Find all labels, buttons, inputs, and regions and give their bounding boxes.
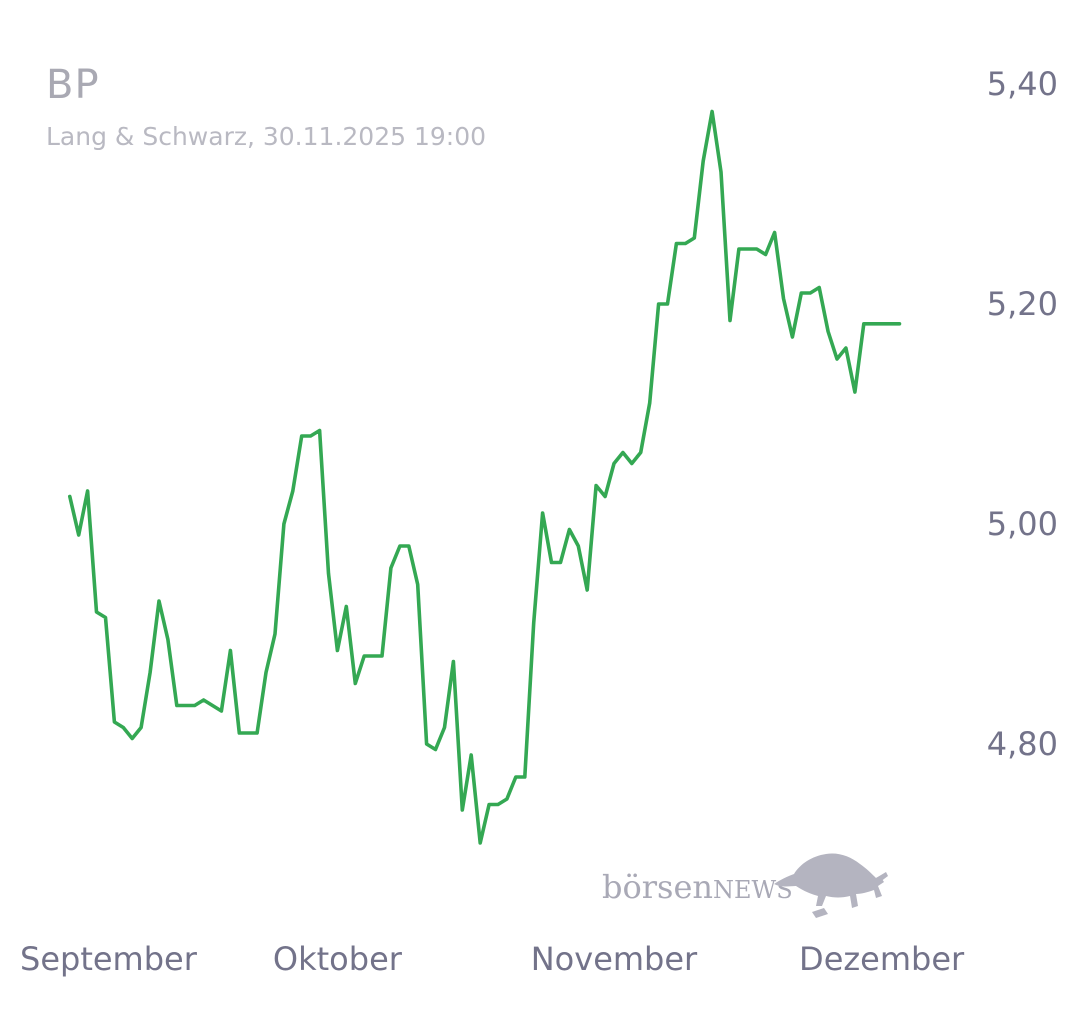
borsennews-watermark: börsenNEWS: [600, 850, 890, 920]
chart-title: BP: [46, 62, 100, 108]
x-tick-label: November: [530, 940, 698, 978]
chart-subtitle: Lang & Schwarz, 30.11.2025 19:00: [46, 122, 487, 151]
y-tick-label: 5,00: [986, 505, 1058, 543]
watermark-text-upper: NEWS: [713, 876, 793, 904]
price-series-line: [68, 109, 902, 845]
x-tick-label: Dezember: [799, 940, 965, 978]
y-tick-label: 4,80: [986, 725, 1058, 763]
bull-icon: [774, 853, 888, 918]
x-tick-label: Oktober: [272, 940, 402, 978]
x-tick-label: September: [20, 940, 197, 978]
watermark-text-lower: börsen: [602, 868, 714, 906]
y-tick-label: 5,40: [986, 65, 1058, 103]
watermark-wordmark: börsenNEWS: [602, 868, 793, 906]
y-tick-label: 5,20: [986, 285, 1058, 323]
